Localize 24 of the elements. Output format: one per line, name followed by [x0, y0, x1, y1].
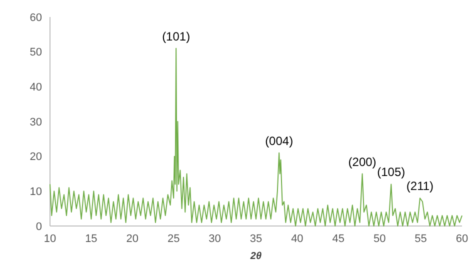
- x-tick-label: 60: [456, 233, 468, 245]
- y-tick-label: 20: [30, 151, 42, 164]
- x-tick-label: 25: [167, 233, 180, 245]
- x-tick-label: 40: [291, 233, 304, 245]
- x-tick-label: 50: [373, 233, 386, 245]
- x-axis-title: 2θ: [249, 251, 262, 262]
- y-tick-label: 10: [30, 186, 42, 198]
- annotation: (211): [406, 179, 434, 194]
- y-tick-label: 30: [30, 116, 42, 128]
- x-tick-label: 20: [126, 233, 139, 245]
- annotation: (004): [265, 134, 294, 148]
- x-tick-label: 15: [85, 233, 98, 245]
- y-tick-label: 50: [30, 46, 42, 59]
- x-tick-label: 45: [332, 233, 345, 245]
- x-tick-label: 30: [208, 233, 221, 245]
- y-tick-label: 40: [30, 82, 42, 94]
- x-tick-label: 35: [250, 233, 262, 245]
- annotation: (101): [162, 29, 190, 44]
- x-tick-label: 10: [44, 233, 56, 245]
- x-tick-label: 55: [414, 233, 427, 245]
- y-tick-label: 60: [30, 12, 42, 24]
- annotation: (200): [348, 154, 376, 169]
- annotation: (105): [377, 165, 406, 180]
- y-tick-label: 0: [36, 220, 42, 233]
